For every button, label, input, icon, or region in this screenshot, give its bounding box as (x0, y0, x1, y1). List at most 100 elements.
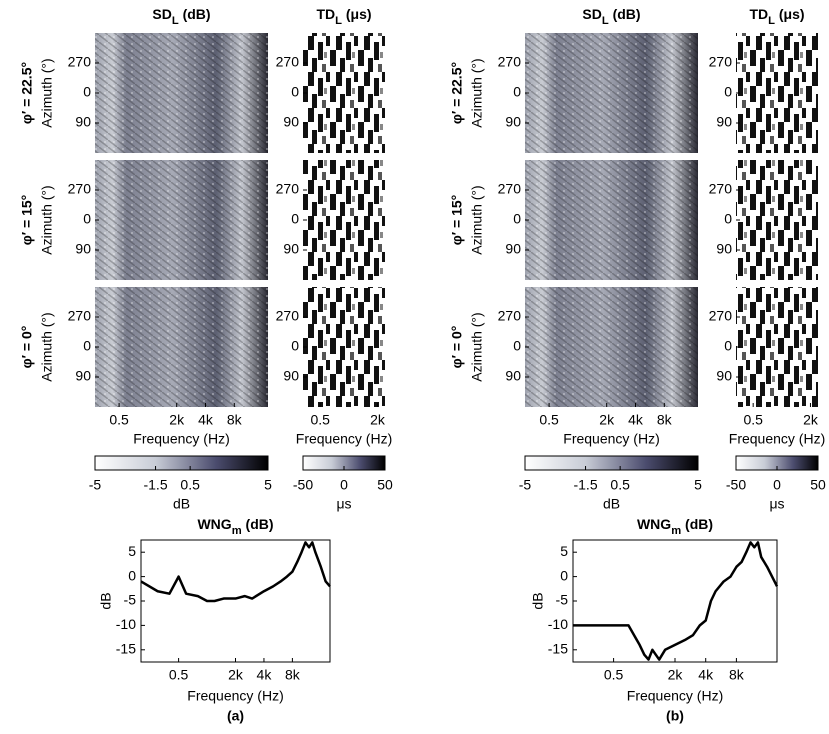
y-tick-label: 90 (505, 114, 521, 130)
x-tick-label: 8k (657, 412, 673, 428)
heatmap (736, 287, 818, 407)
y-tick-label: 5 (128, 543, 136, 559)
colorbar-tick-label: 5 (264, 477, 272, 493)
y-tick-label: 270 (709, 308, 733, 324)
y-tick-label: -15 (116, 641, 136, 657)
y-tick-label: 0 (513, 338, 521, 354)
heatmap (736, 33, 818, 153)
line-series (573, 541, 779, 661)
y-tick-label: 270 (68, 54, 92, 70)
title-part: (μs) (342, 6, 372, 22)
heatmap-texture (525, 33, 698, 153)
y-tick-label: 90 (75, 368, 91, 384)
y-tick-label: 270 (498, 308, 522, 324)
heatmap-texture (95, 287, 268, 407)
x-tick-label: 2k (668, 667, 684, 683)
colorbar-tick-label: 50 (377, 477, 393, 493)
row-label: φ′ = 22.5° (449, 62, 465, 124)
y-tick-label: 0 (513, 84, 521, 100)
y-tick-label: -5 (124, 592, 137, 608)
x-tick-label: 4k (628, 412, 644, 428)
colorbar-tick-label: 0 (340, 477, 348, 493)
y-axis-label: dB (98, 592, 114, 609)
y-tick-label: -10 (116, 616, 136, 632)
colorbar-tick-label: 50 (810, 477, 826, 493)
title-part: TD (749, 6, 768, 22)
y-tick-label: 270 (709, 54, 733, 70)
title-part: L (172, 15, 179, 27)
y-tick-label: 270 (276, 308, 300, 324)
y-tick-label: 0 (724, 211, 732, 227)
title-part: TD (316, 6, 335, 22)
colorbar (524, 455, 699, 471)
colorbar-label: μs (336, 496, 351, 512)
colorbar-tick-label: 5 (694, 477, 702, 493)
y-axis-label: Azimuth (°) (39, 185, 55, 254)
panel-title: TDL (μs) (749, 6, 804, 27)
panel-title: SDL (dB) (582, 6, 640, 27)
x-tick-label: 2k (370, 412, 386, 428)
y-tick-label: -10 (548, 616, 568, 632)
y-tick-label: -5 (556, 592, 569, 608)
x-tick-label: 0.5 (310, 412, 330, 428)
y-tick-label: 270 (276, 54, 300, 70)
y-tick-label: 90 (283, 241, 299, 257)
heatmap-texture (525, 160, 698, 280)
y-tick-label: 0 (83, 338, 91, 354)
x-tick-label: 2k (169, 412, 185, 428)
title-part: (dB) (179, 6, 211, 22)
colorbar-tick-label: -1.5 (143, 477, 167, 493)
x-tick-label: 2k (803, 412, 819, 428)
panel-title: TDL (μs) (316, 6, 371, 27)
colorbar-label: dB (173, 496, 190, 512)
x-axis-label: Frequency (Hz) (627, 688, 723, 704)
x-tick-label: 8k (729, 667, 745, 683)
x-tick-label: 8k (227, 412, 243, 428)
panel-title: WNGm (dB) (637, 516, 713, 537)
title-part: (dB) (609, 6, 641, 22)
colorbar-tick-label: 0.5 (610, 477, 630, 493)
x-tick-label: 0.5 (604, 667, 624, 683)
x-tick-label: 0.5 (169, 667, 189, 683)
y-tick-label: 0 (291, 338, 299, 354)
x-tick-label: 0.5 (539, 412, 559, 428)
title-part: SD (152, 6, 171, 22)
y-tick-label: 270 (498, 181, 522, 197)
caption: (b) (666, 708, 684, 724)
y-tick-label: 0 (291, 84, 299, 100)
y-tick-label: 0 (724, 84, 732, 100)
y-tick-label: 90 (75, 241, 91, 257)
x-tick-label: 2k (228, 667, 244, 683)
title-part: m (671, 525, 681, 537)
y-tick-label: 0 (128, 567, 136, 583)
colorbar-tick-label: -50 (726, 477, 746, 493)
x-axis-label: Frequency (Hz) (729, 431, 825, 447)
y-tick-label: 0 (83, 84, 91, 100)
colorbar-tick-label: -5 (89, 477, 102, 493)
y-axis-label: dB (530, 592, 546, 609)
title-part: WNG (197, 516, 231, 532)
y-tick-label: 0 (513, 211, 521, 227)
heatmap-texture (95, 33, 268, 153)
row-label: φ′ = 15° (19, 195, 35, 246)
panel-title: SDL (dB) (152, 6, 210, 27)
y-axis-label: Azimuth (°) (469, 185, 485, 254)
y-tick-label: 270 (709, 181, 733, 197)
heatmap (303, 160, 385, 280)
y-tick-label: 90 (505, 241, 521, 257)
y-tick-label: 90 (283, 368, 299, 384)
x-axis-label: Frequency (Hz) (133, 431, 229, 447)
line-series (140, 541, 331, 603)
colorbar-tick-label: -1.5 (573, 477, 597, 493)
colorbar-label: μs (769, 496, 784, 512)
y-tick-label: 0 (83, 211, 91, 227)
heatmap (736, 160, 818, 280)
row-label: φ′ = 0° (449, 326, 465, 369)
x-tick-label: 4k (198, 412, 214, 428)
y-tick-label: 0 (560, 567, 568, 583)
title-part: (dB) (242, 516, 274, 532)
title-part: m (232, 525, 242, 537)
y-tick-label: 0 (291, 211, 299, 227)
colorbar-tick-label: -50 (293, 477, 313, 493)
